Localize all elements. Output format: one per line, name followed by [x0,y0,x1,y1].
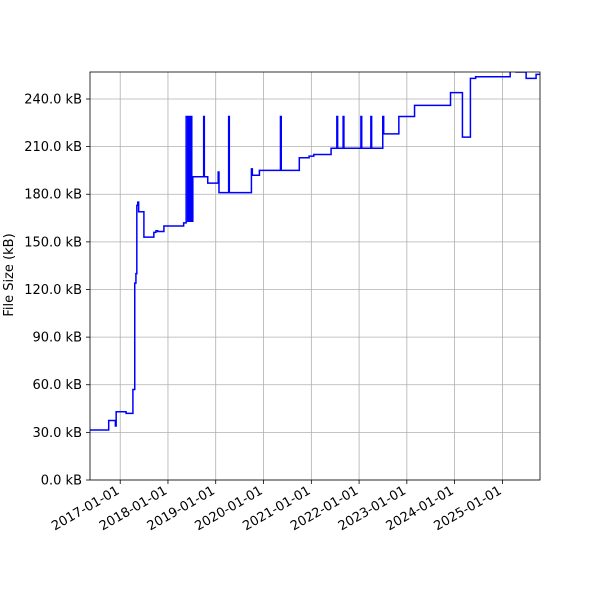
y-tick-label: 90.0 kB [32,331,82,346]
y-tick-label: 120.0 kB [24,283,82,298]
y-tick-label: 210.0 kB [24,140,82,155]
y-tick-label: 180.0 kB [24,188,82,203]
y-tick-label: 60.0 kB [32,378,82,393]
plot-frame [89,71,541,481]
y-tick-label: 240.0 kB [24,92,82,107]
y-axis-label: File Size (kB) [2,233,17,316]
y-tick-label: 150.0 kB [24,235,82,250]
file-size-series-line [90,72,540,431]
y-tick-label: 30.0 kB [32,426,82,441]
y-tick-label: 0.0 kB [41,474,82,489]
series-layer [90,72,540,431]
